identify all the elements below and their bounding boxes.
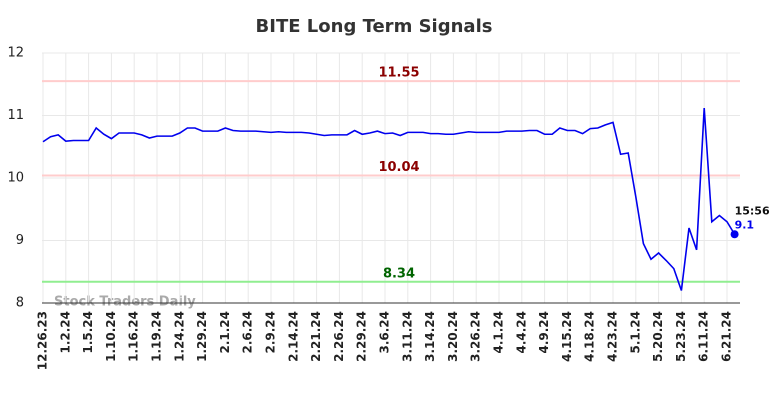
- x-tick-label: 1.2.24: [58, 311, 72, 354]
- x-tick-label: 4.1.24: [492, 311, 506, 354]
- signal-label: 11.55: [378, 66, 419, 81]
- x-tick-label: 4.18.24: [583, 311, 597, 362]
- x-tick-label: 3.26.24: [469, 311, 483, 362]
- x-tick-label: 1.24.24: [172, 311, 186, 362]
- x-tick-label: 2.1.24: [218, 311, 232, 354]
- y-tick-label: 8: [16, 296, 24, 311]
- x-tick-label: 1.10.24: [104, 311, 118, 362]
- y-tick-label: 11: [7, 108, 24, 123]
- x-tick-label: 1.5.24: [81, 311, 95, 354]
- last-value: 9.1: [735, 218, 755, 231]
- x-tick-label: 6.11.24: [697, 311, 711, 362]
- y-tick-label: 10: [7, 171, 24, 186]
- x-tick-label: 2.26.24: [332, 311, 346, 362]
- x-tick-label: 3.11.24: [400, 311, 414, 362]
- x-tick-label: 2.29.24: [355, 311, 369, 362]
- x-tick-label: 4.15.24: [560, 311, 574, 362]
- x-tick-label: 4.4.24: [514, 311, 528, 354]
- last-point: [730, 230, 739, 239]
- x-tick-label: 6.21.24: [720, 311, 734, 362]
- x-tick-label: 4.23.24: [606, 311, 620, 362]
- signal-label: 8.34: [383, 266, 415, 281]
- x-tick-label: 5.20.24: [651, 311, 665, 362]
- x-tick-label: 2.14.24: [286, 311, 300, 362]
- chart-title: BITE Long Term Signals: [256, 16, 493, 37]
- x-tick-label: 5.1.24: [628, 311, 642, 354]
- x-tick-label: 5.23.24: [674, 311, 688, 362]
- x-tick-label: 3.6.24: [378, 311, 392, 354]
- x-tick-label: 3.20.24: [446, 311, 460, 362]
- last-time: 15:56: [735, 204, 770, 217]
- x-tick-label: 3.14.24: [423, 311, 437, 362]
- x-tick-label: 1.16.24: [127, 311, 141, 362]
- x-tick-label: 2.6.24: [241, 311, 255, 354]
- price-line: [42, 107, 736, 291]
- signal-label: 10.04: [378, 160, 419, 175]
- y-tick-label: 9: [16, 233, 24, 248]
- watermark: Stock Traders Daily: [54, 295, 196, 310]
- x-tick-label: 1.19.24: [150, 311, 164, 362]
- y-tick-label: 12: [7, 46, 24, 61]
- x-tick-label: 12.26.23: [36, 311, 50, 370]
- x-tick-label: 2.9.24: [264, 311, 278, 354]
- x-tick-label: 4.9.24: [537, 311, 551, 354]
- x-tick-label: 2.21.24: [309, 311, 323, 362]
- x-tick-label: 1.29.24: [195, 311, 209, 362]
